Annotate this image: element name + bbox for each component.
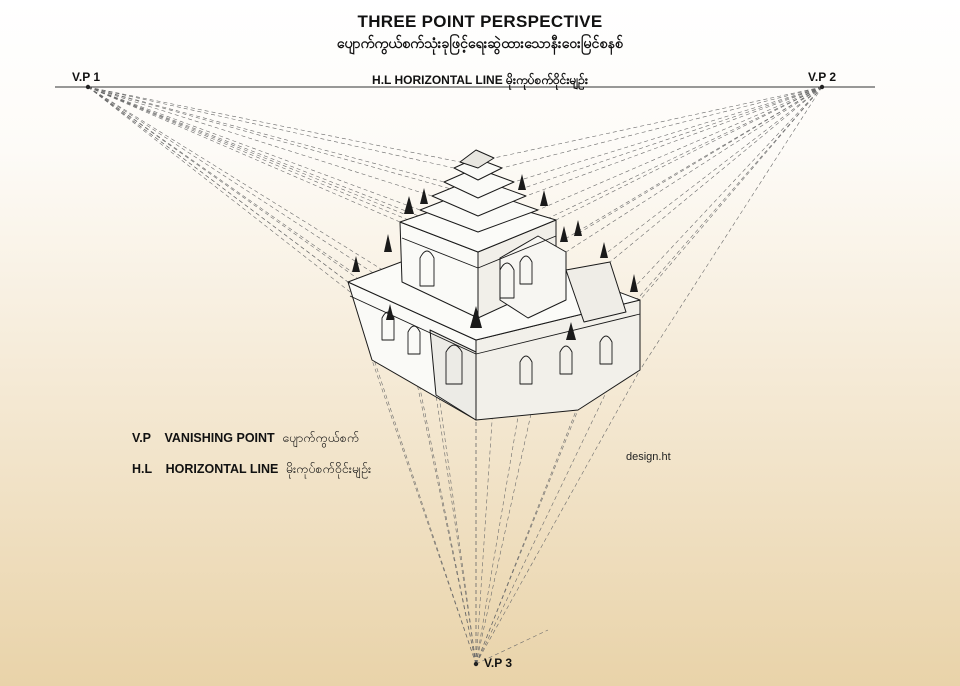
construction-line-vp1-15 xyxy=(87,86,353,273)
legend-hl-key: H.L xyxy=(132,462,153,476)
horizon-label: H.L HORIZONTAL LINE မိုးကုပ်စက်ဝိုင်းမျဉ… xyxy=(372,73,588,87)
construction-line-vp2-6 xyxy=(501,86,823,169)
construction-line-vp1-14 xyxy=(87,86,387,321)
construction-line-vp3-5 xyxy=(475,404,521,665)
construction-line-vp3-7 xyxy=(475,369,641,665)
construction-line-vp3-6 xyxy=(475,409,579,665)
construction-line-vp1-6 xyxy=(87,86,455,169)
construction-line-vp1-4 xyxy=(87,86,433,197)
construction-line-vp2-0 xyxy=(639,86,823,301)
legend-horizontal-line: H.L HORIZONTAL LINE မိုးကုပ်စက်ဝိုင်းမျဉ… xyxy=(132,462,371,480)
credit-text: design.ht xyxy=(626,451,671,463)
construction-line-vp1-7 xyxy=(87,86,461,163)
spire-2 xyxy=(384,234,392,252)
construction-line-vp2-10 xyxy=(625,86,823,313)
construction-line-vp3-1 xyxy=(371,359,477,665)
construction-line-vp3-12 xyxy=(409,349,477,665)
legend-vp-myanmar: ပျောက်ကွယ်စက် xyxy=(282,431,360,445)
spire-11 xyxy=(470,306,482,328)
vp3-label: V.P 3 xyxy=(484,656,513,670)
vp2-label: V.P 2 xyxy=(808,70,837,84)
construction-line-vp2-4 xyxy=(525,86,823,197)
spire-7 xyxy=(560,226,568,242)
construction-line-vp2-11 xyxy=(609,86,823,263)
construction-line-vp1-2 xyxy=(87,86,401,223)
arch-upper-1 xyxy=(419,250,435,287)
construction-line-vp3-3 xyxy=(435,394,477,665)
construction-line-vp2-9 xyxy=(565,86,823,253)
temple-stairs xyxy=(565,261,627,323)
spire-4 xyxy=(420,188,428,204)
spire-10 xyxy=(630,274,638,292)
vp3-dot xyxy=(473,661,479,667)
arch-window-4 xyxy=(559,345,573,375)
vp2-dot xyxy=(819,84,825,90)
construction-line-vp1-12 xyxy=(87,86,403,283)
arch-window-5 xyxy=(599,335,613,365)
construction-line-vp2-14 xyxy=(573,86,823,237)
temple-illustration xyxy=(347,149,641,421)
construction-line-vp2-2 xyxy=(555,86,823,221)
spire-5 xyxy=(518,174,526,190)
construction-line-vp1-9 xyxy=(87,86,471,237)
temple-front-porch xyxy=(429,329,477,421)
construction-line-vp2-3 xyxy=(537,86,823,211)
legend-vanishing-point: V.P VANISHING POINT ပျောက်ကွယ်စက် xyxy=(132,431,359,449)
construction-line-vp2-1 xyxy=(639,86,823,371)
spire-13 xyxy=(386,304,394,320)
spire-6 xyxy=(540,190,548,206)
page-subtitle: ပျောက်ကွယ်စက်သုံးခုဖြင့်ရေးဆွဲထားသောနီးဝ… xyxy=(336,35,624,51)
arch-door-front xyxy=(445,344,463,385)
construction-line-vp3-14 xyxy=(475,629,549,665)
spire-8 xyxy=(574,220,582,236)
construction-line-vp1-3 xyxy=(87,86,421,211)
title-block: THREE POINT PERSPECTIVE ပျောက်ကွယ်စက်သုံ… xyxy=(0,12,960,55)
construction-line-vp3-8 xyxy=(475,379,613,665)
construction-line-vp1-1 xyxy=(87,86,373,301)
construction-line-vp1-8 xyxy=(87,86,477,197)
construction-line-vp2-15 xyxy=(559,86,823,243)
construction-line-vp2-7 xyxy=(493,86,823,159)
vp1-label: V.P 1 xyxy=(72,70,101,84)
arch-upper-2 xyxy=(499,262,515,299)
arch-upper-3 xyxy=(519,255,533,285)
temple-top xyxy=(459,149,495,169)
spire-1 xyxy=(352,256,360,272)
spire-9 xyxy=(600,242,608,258)
legend-hl-text: HORIZONTAL LINE xyxy=(165,462,279,476)
construction-line-vp2-5 xyxy=(513,86,823,183)
vp1-dot xyxy=(85,84,91,90)
page-title: THREE POINT PERSPECTIVE xyxy=(357,12,603,31)
spire-3 xyxy=(404,196,414,214)
legend-vp-key: V.P xyxy=(132,431,152,445)
temple-side-shrine xyxy=(499,235,567,319)
construction-line-vp2-13 xyxy=(629,86,823,293)
spire-12 xyxy=(566,322,576,340)
legend-vp-text: VANISHING POINT xyxy=(164,431,275,445)
legend-hl-myanmar: မိုးကုပ်စက်ဝိုင်းမျဉ်း xyxy=(285,462,372,476)
construction-line-vp1-5 xyxy=(87,86,445,183)
construction-line-vp1-16 xyxy=(87,86,405,215)
construction-line-vp2-12 xyxy=(599,86,823,259)
construction-line-vp2-16 xyxy=(517,86,823,191)
arch-window-3 xyxy=(519,355,533,385)
